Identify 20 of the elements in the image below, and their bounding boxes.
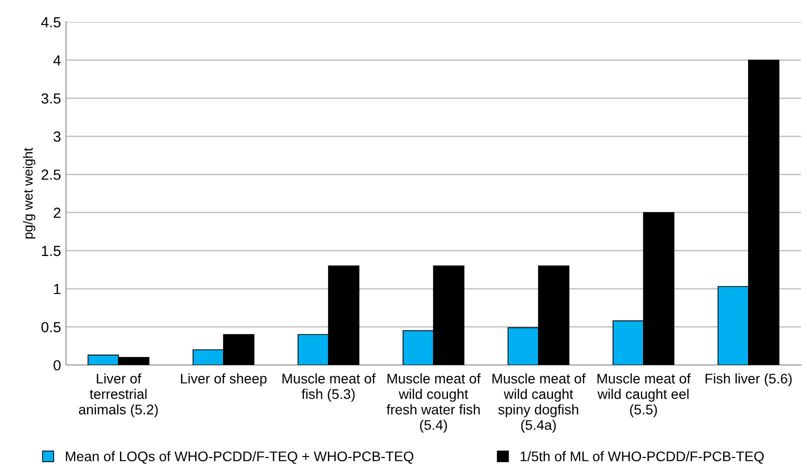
y-tick-label: 3 — [54, 131, 60, 142]
y-tick-label: 2 — [54, 208, 60, 218]
x-tick-label: Muscle meat of wild caught eel (5.5) — [598, 373, 691, 418]
y-tick-label: 1.5 — [42, 246, 61, 256]
legend-label: 1/5th of ML of WHO-PCDD/F-PCB-TEQ — [520, 451, 764, 464]
y-tick-label: 0 — [54, 360, 61, 370]
y-tick-label: 1 — [54, 284, 60, 294]
x-tick-label: Fish liver (5.6) — [706, 373, 792, 386]
y-axis-title: pg/g wet weight — [23, 148, 36, 238]
y-tick-label: 4 — [53, 55, 61, 66]
x-tick-label: Muscle meat of fish (5.3) — [282, 373, 376, 402]
x-tick-label: Liver of terrestrial animals (5.2) — [78, 373, 158, 418]
y-tick-label: 4.5 — [41, 17, 61, 28]
x-tick-label: Liver of sheep — [181, 373, 267, 386]
x-tick-label: Muscle meat of wild caught spiny dogfish (5.4a) — [492, 373, 586, 433]
y-tick-label: 0.5 — [41, 322, 61, 332]
legend-label: Mean of LOQs of WHO-PCDD/F-TEQ + WHO-PCB-TEQ — [66, 451, 414, 464]
x-tick-label: Muscle meat of wild cought fresh water fish (5.4) — [386, 373, 481, 433]
y-tick-label: 2.5 — [42, 170, 61, 180]
y-tick-label: 3.5 — [41, 93, 61, 104]
